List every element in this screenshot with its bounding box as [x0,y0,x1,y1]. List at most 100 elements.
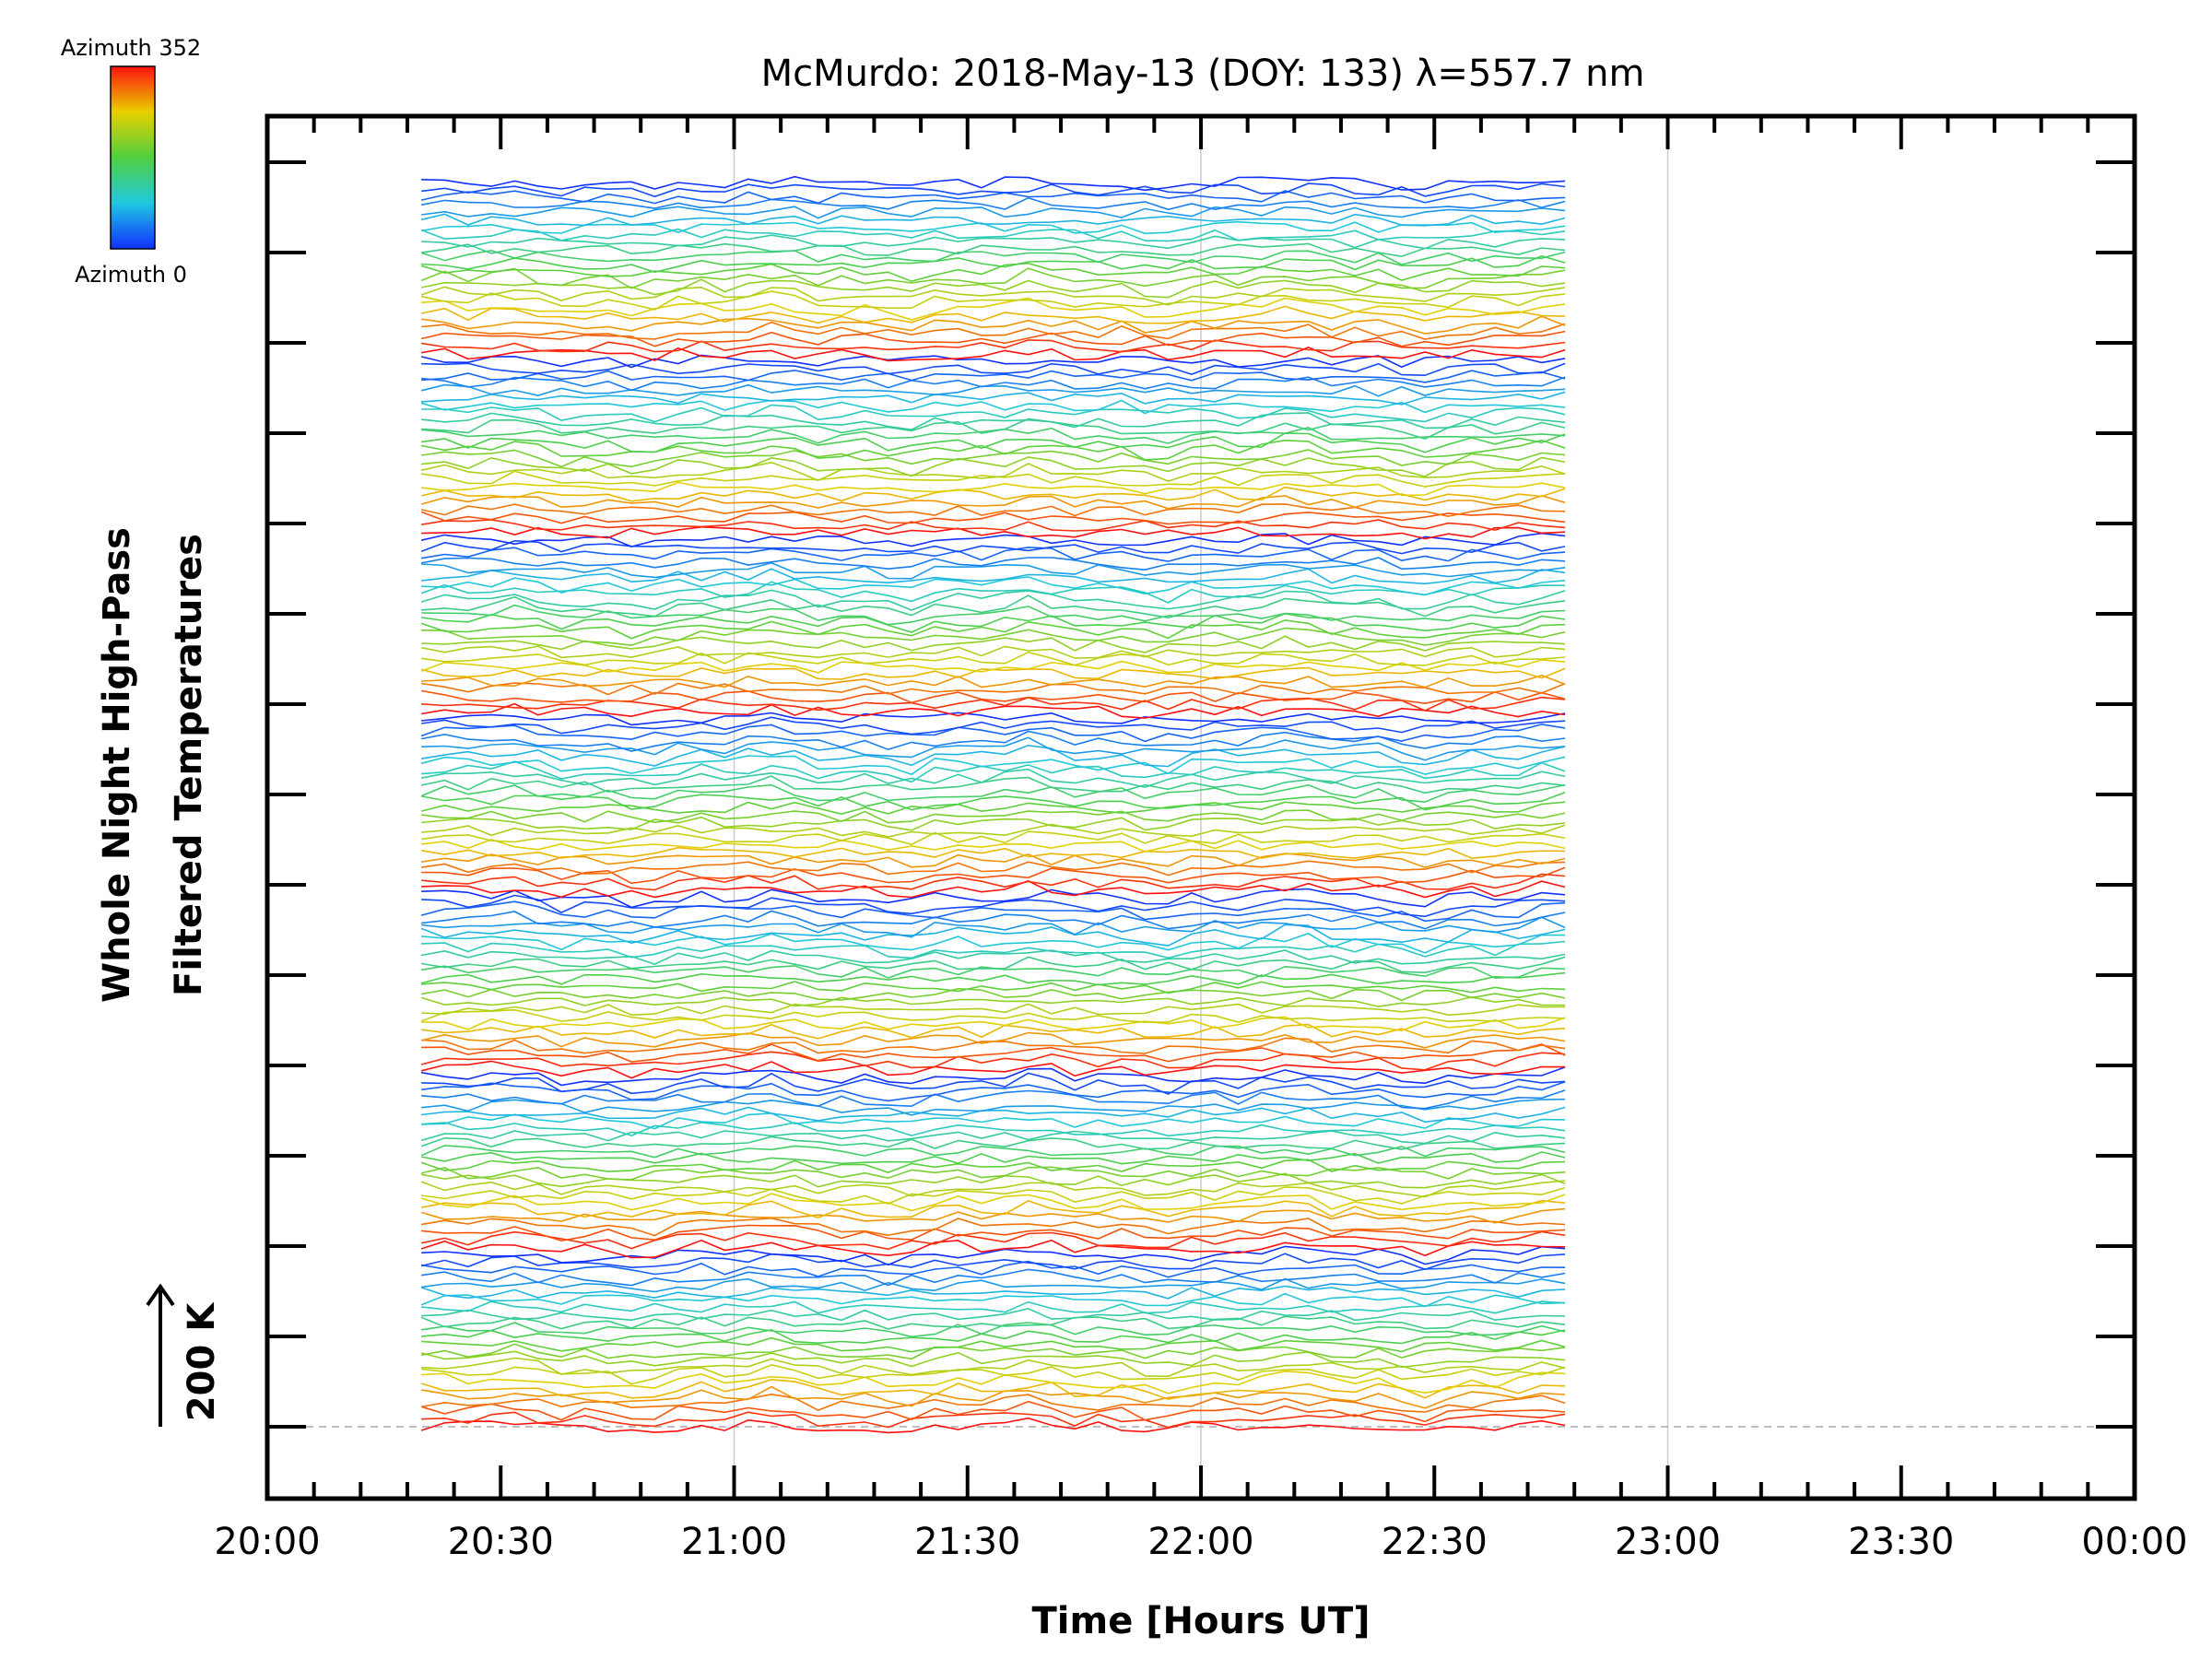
x-tick-label: 20:00 [214,1521,320,1563]
azimuth-series-line-1-14 [420,1135,1566,1150]
azimuth-series-line-5-17 [420,399,1566,415]
azimuth-series-line-4-2 [420,689,1566,705]
azimuth-series-line-4-15 [420,589,1566,611]
colorbar-bottom-label: Azimuth 0 [75,262,187,288]
azimuth-series-line-5-12 [420,432,1566,453]
azimuth-series-line-1-15 [420,1130,1566,1145]
azimuth-series-line-0-13 [420,1322,1566,1338]
azimuth-series-line-0-11 [421,1336,1566,1353]
x-tick-label: 22:00 [1147,1521,1253,1563]
azimuth-series-line-2-12 [420,971,1566,986]
azimuth-series-line-0-2 [420,1400,1566,1423]
azimuth-series-line-2-6 [421,1016,1566,1032]
azimuth-series-line-6-5 [420,305,1566,324]
azimuth-series-line-4-7 [420,651,1566,666]
azimuth-series-line-4-17 [421,576,1566,596]
azimuth-series-line-2-21 [420,900,1566,923]
azimuth-series-line-1-20 [421,1089,1566,1110]
azimuth-series-line-3-5 [420,846,1566,859]
azimuth-series-line-5-21 [421,370,1566,383]
azimuth-series-line-6-21 [420,190,1566,205]
azimuth-series-line-6-4 [420,315,1566,335]
azimuth-series-line-6-22 [421,182,1566,198]
tick-layer [265,116,2136,1499]
azimuth-series-line-3-8 [421,823,1566,838]
azimuth-series-line-3-2 [421,866,1566,885]
azimuth-series-line-2-22 [421,894,1566,918]
azimuth-series-line-5-1 [420,519,1566,532]
azimuth-series-line-4-23 [420,532,1566,547]
azimuth-series-line-3-20 [420,730,1566,752]
colorbar-top-label: Azimuth 352 [61,35,201,61]
azimuth-series-line-3-9 [421,816,1566,831]
azimuth-series-line-6-11 [420,262,1566,283]
azimuth-series-line-6-2 [420,330,1566,347]
azimuth-series-line-4-6 [420,659,1566,674]
azimuth-series-line-1-22 [421,1072,1566,1095]
azimuth-series-line-6-1 [420,339,1566,353]
azimuth-series-line-5-6 [421,481,1566,497]
azimuth-series-line-0-6 [421,1370,1566,1394]
azimuth-series-line-5-20 [421,376,1566,392]
azimuth-series-line-6-3 [421,321,1566,340]
azimuth-series-line-1-21 [420,1080,1566,1102]
scale-marker-arrowhead [146,1283,175,1307]
x-tick-label: 00:00 [2081,1521,2187,1563]
azimuth-series-line-5-22 [421,362,1566,377]
azimuth-series-line-4-11 [420,619,1566,640]
azimuth-series-line-1-8 [420,1180,1566,1198]
azimuth-series-line-5-16 [421,404,1566,423]
azimuth-series-line-2-8 [421,1003,1566,1017]
azimuth-series-line-6-16 [420,228,1566,242]
azimuth-series-line-2-11 [421,981,1566,994]
azimuth-series-line-5-18 [421,391,1566,406]
azimuth-series-line-2-23 [421,888,1566,909]
y-axis-label-line2: Filtered Temperatures [168,534,210,996]
azimuth-series-line-1-11 [420,1159,1566,1173]
azimuth-series-line-3-23 [421,712,1566,726]
azimuth-series-line-4-18 [421,568,1566,585]
azimuth-series-line-4-10 [421,627,1566,647]
azimuth-series-line-6-14 [420,242,1566,258]
azimuth-series-line-0-21 [420,1260,1566,1278]
azimuth-series-line-3-12 [420,792,1566,811]
azimuth-series-line-4-8 [420,645,1566,659]
azimuth-series-line-2-1 [420,1051,1566,1071]
azimuth-series-line-4-20 [420,557,1566,571]
azimuth-series-line-2-18 [420,924,1566,947]
azimuth-series-line-5-15 [421,412,1566,431]
azimuth-series-line-6-8 [420,286,1566,306]
colorbar-gradient [110,65,156,250]
azimuth-series-line-6-20 [420,196,1566,211]
azimuth-series-line-1-12 [420,1151,1566,1165]
azimuth-series-line-0-9 [420,1350,1566,1369]
x-tick-label: 20:30 [448,1521,554,1563]
azimuth-series-line-0-18 [420,1285,1566,1300]
azimuth-series-line-6-0 [420,347,1566,362]
azimuth-series-line-0-17 [420,1292,1566,1308]
azimuth-series-line-3-16 [421,760,1566,783]
azimuth-series-line-5-19 [420,383,1566,397]
y-axis-label: Whole Night High-Pass Filtered Temperatu… [96,527,210,1003]
azimuth-series-line-2-17 [421,932,1566,954]
azimuth-series-line-3-14 [420,775,1566,794]
azimuth-series-line-6-12 [421,254,1566,274]
azimuth-series-line-2-2 [421,1043,1566,1063]
y-axis-label-line1: Whole Night High-Pass [96,527,138,1003]
azimuth-series-line-3-4 [420,853,1566,868]
azimuth-series-line-5-10 [420,449,1566,468]
azimuth-series-line-3-6 [421,839,1566,853]
azimuth-series-line-4-3 [420,682,1566,696]
azimuth-series-line-6-6 [421,297,1566,321]
azimuth-series-line-1-7 [420,1186,1566,1205]
azimuth-series-line-2-9 [420,995,1566,1007]
series-layer [420,175,1566,1434]
scale-marker-label: 200 K [181,1301,223,1421]
azimuth-series-line-1-13 [420,1145,1566,1159]
azimuth-series-line-0-4 [420,1385,1566,1409]
azimuth-series-line-3-22 [420,716,1566,735]
azimuth-series-line-5-2 [420,511,1566,525]
azimuth-series-line-2-7 [420,1008,1566,1023]
azimuth-series-line-2-4 [420,1031,1566,1049]
